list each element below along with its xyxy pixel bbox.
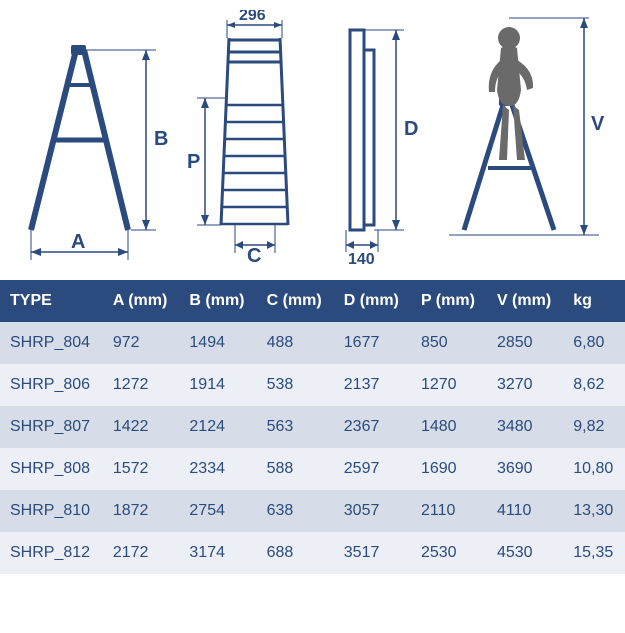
col-header: P (mm) <box>411 280 487 322</box>
table-cell: SHRP_804 <box>0 322 103 364</box>
table-cell: 1914 <box>179 364 256 406</box>
table-cell: 1494 <box>179 322 256 364</box>
diagram-person-v: V <box>439 10 609 270</box>
table-cell: 588 <box>257 448 334 490</box>
table-cell: 1872 <box>103 490 180 532</box>
table-cell: 13,30 <box>563 490 625 532</box>
table-body: SHRP_8049721494488167785028506,80SHRP_80… <box>0 322 625 574</box>
table-row: SHRP_8101872275463830572110411013,30 <box>0 490 625 532</box>
label-a: A <box>71 231 85 253</box>
label-d: D <box>404 118 418 140</box>
table-cell: 2124 <box>179 406 256 448</box>
table-cell: 3270 <box>487 364 563 406</box>
diagram-side-ab: B A <box>16 30 176 270</box>
table-cell: 2597 <box>334 448 411 490</box>
col-header: C (mm) <box>257 280 334 322</box>
table-cell: 3057 <box>334 490 411 532</box>
table-cell: SHRP_808 <box>0 448 103 490</box>
label-v: V <box>591 113 605 135</box>
table-cell: 538 <box>257 364 334 406</box>
table-cell: 1572 <box>103 448 180 490</box>
table-cell: 972 <box>103 322 180 364</box>
diagram-front: 296 P C <box>187 10 317 270</box>
table-cell: 638 <box>257 490 334 532</box>
diagram-folded: D 140 <box>328 10 428 270</box>
table-cell: SHRP_806 <box>0 364 103 406</box>
table-cell: 3480 <box>487 406 563 448</box>
table-cell: 1690 <box>411 448 487 490</box>
specs-table: TYPEA (mm)B (mm)C (mm)D (mm)P (mm)V (mm)… <box>0 280 625 574</box>
col-header: kg <box>563 280 625 322</box>
table-header: TYPEA (mm)B (mm)C (mm)D (mm)P (mm)V (mm)… <box>0 280 625 322</box>
col-header: D (mm) <box>334 280 411 322</box>
table-cell: 2137 <box>334 364 411 406</box>
table-cell: 3690 <box>487 448 563 490</box>
table-cell: 9,82 <box>563 406 625 448</box>
col-header: B (mm) <box>179 280 256 322</box>
table-cell: 2334 <box>179 448 256 490</box>
table-cell: 2110 <box>411 490 487 532</box>
table-cell: 1270 <box>411 364 487 406</box>
table-cell: 1422 <box>103 406 180 448</box>
table-cell: 2172 <box>103 532 180 574</box>
table-cell: 10,80 <box>563 448 625 490</box>
col-header: TYPE <box>0 280 103 322</box>
table-row: SHRP_8122172317468835172530453015,35 <box>0 532 625 574</box>
table-cell: 1677 <box>334 322 411 364</box>
table-cell: 1272 <box>103 364 180 406</box>
table-cell: SHRP_810 <box>0 490 103 532</box>
table-cell: 2850 <box>487 322 563 364</box>
table-cell: 6,80 <box>563 322 625 364</box>
table-cell: 688 <box>257 532 334 574</box>
table-cell: SHRP_812 <box>0 532 103 574</box>
col-header: A (mm) <box>103 280 180 322</box>
table-cell: 2367 <box>334 406 411 448</box>
table-cell: 2754 <box>179 490 256 532</box>
table-row: SHRP_807142221245632367148034809,82 <box>0 406 625 448</box>
label-296: 296 <box>239 10 266 24</box>
label-140: 140 <box>348 251 375 268</box>
table-cell: 15,35 <box>563 532 625 574</box>
table-cell: 4110 <box>487 490 563 532</box>
table-cell: 1480 <box>411 406 487 448</box>
col-header: V (mm) <box>487 280 563 322</box>
diagram-area: B A 296 <box>0 0 625 280</box>
table-cell: 2530 <box>411 532 487 574</box>
table-cell: 4530 <box>487 532 563 574</box>
table-cell: 850 <box>411 322 487 364</box>
table-cell: 8,62 <box>563 364 625 406</box>
label-c: C <box>247 245 261 267</box>
label-b: B <box>154 128 168 150</box>
table-row: SHRP_8081572233458825971690369010,80 <box>0 448 625 490</box>
table-cell: 3517 <box>334 532 411 574</box>
label-p: P <box>187 151 200 173</box>
table-cell: 488 <box>257 322 334 364</box>
table-row: SHRP_8049721494488167785028506,80 <box>0 322 625 364</box>
table-cell: SHRP_807 <box>0 406 103 448</box>
table-cell: 3174 <box>179 532 256 574</box>
table-cell: 563 <box>257 406 334 448</box>
table-row: SHRP_806127219145382137127032708,62 <box>0 364 625 406</box>
